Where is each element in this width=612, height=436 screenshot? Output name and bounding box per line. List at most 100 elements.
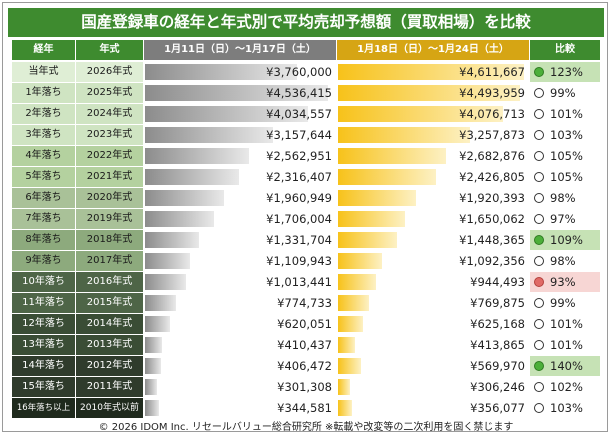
- period1-value-label: ¥1,331,704: [266, 233, 332, 247]
- period1-cell: [144, 293, 336, 313]
- table-row: 15年落ち 2011年式 ¥301,308 ¥306,246 102%: [12, 377, 600, 397]
- age-label: 8年落ち: [12, 230, 75, 250]
- age-label: 13年落ち: [12, 335, 75, 355]
- period2-bar: [338, 337, 355, 353]
- period1-bar: [145, 127, 273, 143]
- ratio-value-label: 93%: [550, 275, 576, 289]
- age-label: 1年落ち: [12, 83, 75, 103]
- period2-cell: [337, 251, 529, 271]
- table-row: 10年落ち 2016年式 ¥1,013,441 ¥944,493 93%: [12, 272, 600, 292]
- table-row: 当年式 2026年式 ¥3,760,000 ¥4,611,667 123%: [12, 62, 600, 82]
- period2-value-label: ¥569,970: [470, 359, 525, 373]
- ratio-value-label: 140%: [550, 359, 583, 373]
- ratio-cell: [530, 230, 600, 250]
- chart-title: 国産登録車の経年と年式別で平均売却予想額（買取相場）を比較: [8, 8, 604, 37]
- status-neutral-icon: [534, 214, 544, 224]
- period1-bar: [145, 148, 249, 164]
- model-year-label: 2024年式: [76, 104, 143, 124]
- period2-value-label: ¥4,493,959: [459, 86, 525, 100]
- period2-bar: [338, 85, 520, 101]
- period1-value-label: ¥2,562,951: [266, 149, 332, 163]
- table-row: 12年落ち 2014年式 ¥620,051 ¥625,168 101%: [12, 314, 600, 334]
- period2-value-label: ¥1,092,356: [459, 254, 525, 268]
- period2-cell: [337, 272, 529, 292]
- status-neutral-icon: [534, 193, 544, 203]
- period1-cell: [144, 398, 336, 418]
- ratio-value-label: 103%: [550, 401, 583, 415]
- status-neutral-icon: [534, 130, 544, 140]
- model-year-label: 2020年式: [76, 188, 143, 208]
- status-neutral-icon: [534, 403, 544, 413]
- period1-cell: [144, 272, 336, 292]
- age-label: 15年落ち: [12, 377, 75, 397]
- period2-bar: [338, 358, 361, 374]
- period1-bar: [145, 253, 190, 269]
- period1-value-label: ¥1,109,943: [266, 254, 332, 268]
- table-row: 13年落ち 2013年式 ¥410,437 ¥413,865 101%: [12, 335, 600, 355]
- period1-value-label: ¥4,034,557: [266, 107, 332, 121]
- period2-bar: [338, 190, 416, 206]
- age-label: 2年落ち: [12, 104, 75, 124]
- period2-bar: [338, 148, 446, 164]
- period2-bar: [338, 316, 363, 332]
- table-row: 16年落ち以上 2010年式以前 ¥344,581 ¥356,077 103%: [12, 398, 600, 418]
- period1-bar: [145, 211, 214, 227]
- period1-value-label: ¥1,013,441: [266, 275, 332, 289]
- period2-value-label: ¥356,077: [470, 401, 525, 415]
- ratio-value-label: 105%: [550, 149, 583, 163]
- age-label: 当年式: [12, 62, 75, 82]
- table-row: 1年落ち 2025年式 ¥4,536,415 ¥4,493,959 99%: [12, 83, 600, 103]
- period2-cell: [337, 314, 529, 334]
- period2-bar: [338, 64, 524, 80]
- ratio-cell: [530, 314, 600, 334]
- status-neutral-icon: [534, 319, 544, 329]
- status-neutral-icon: [534, 256, 544, 266]
- period2-cell: [337, 335, 529, 355]
- age-label: 16年落ち以上: [12, 398, 75, 418]
- ratio-cell: [530, 104, 600, 124]
- period2-cell: [337, 398, 529, 418]
- period1-bar: [145, 85, 328, 101]
- age-label: 14年落ち: [12, 356, 75, 376]
- period1-value-label: ¥3,760,000: [266, 65, 332, 79]
- status-neutral-icon: [534, 151, 544, 161]
- period2-value-label: ¥944,493: [470, 275, 525, 289]
- period2-cell: [337, 377, 529, 397]
- period2-bar: [338, 106, 503, 122]
- period2-value-label: ¥1,448,365: [459, 233, 525, 247]
- ratio-value-label: 123%: [550, 65, 583, 79]
- age-label: 6年落ち: [12, 188, 75, 208]
- period2-bar: [338, 232, 397, 248]
- model-year-label: 2018年式: [76, 230, 143, 250]
- model-year-label: 2021年式: [76, 167, 143, 187]
- period1-bar: [145, 169, 239, 185]
- period2-value-label: ¥413,865: [470, 338, 525, 352]
- model-year-label: 2016年式: [76, 272, 143, 292]
- period1-bar: [145, 274, 186, 290]
- period1-value-label: ¥2,316,407: [266, 170, 332, 184]
- period2-value-label: ¥769,875: [470, 296, 525, 310]
- ratio-cell: [530, 146, 600, 166]
- header-age: 経年: [12, 40, 75, 60]
- period2-value-label: ¥306,246: [470, 380, 525, 394]
- ratio-value-label: 103%: [550, 128, 583, 142]
- period2-bar: [338, 379, 350, 395]
- status-neutral-icon: [534, 382, 544, 392]
- model-year-label: 2022年式: [76, 146, 143, 166]
- table-row: 8年落ち 2018年式 ¥1,331,704 ¥1,448,365 109%: [12, 230, 600, 250]
- ratio-value-label: 105%: [550, 170, 583, 184]
- model-year-label: 2023年式: [76, 125, 143, 145]
- ratio-cell: [530, 188, 600, 208]
- period2-value-label: ¥1,920,393: [459, 191, 525, 205]
- table-row: 11年落ち 2015年式 ¥774,733 ¥769,875 99%: [12, 293, 600, 313]
- model-year-label: 2017年式: [76, 251, 143, 271]
- model-year-label: 2025年式: [76, 83, 143, 103]
- status-up-icon: [534, 235, 544, 245]
- status-neutral-icon: [534, 172, 544, 182]
- ratio-value-label: 101%: [550, 107, 583, 121]
- ratio-value-label: 99%: [550, 86, 576, 100]
- period1-bar: [145, 295, 176, 311]
- period1-bar: [145, 400, 159, 416]
- period2-value-label: ¥625,168: [470, 317, 525, 331]
- model-year-label: 2015年式: [76, 293, 143, 313]
